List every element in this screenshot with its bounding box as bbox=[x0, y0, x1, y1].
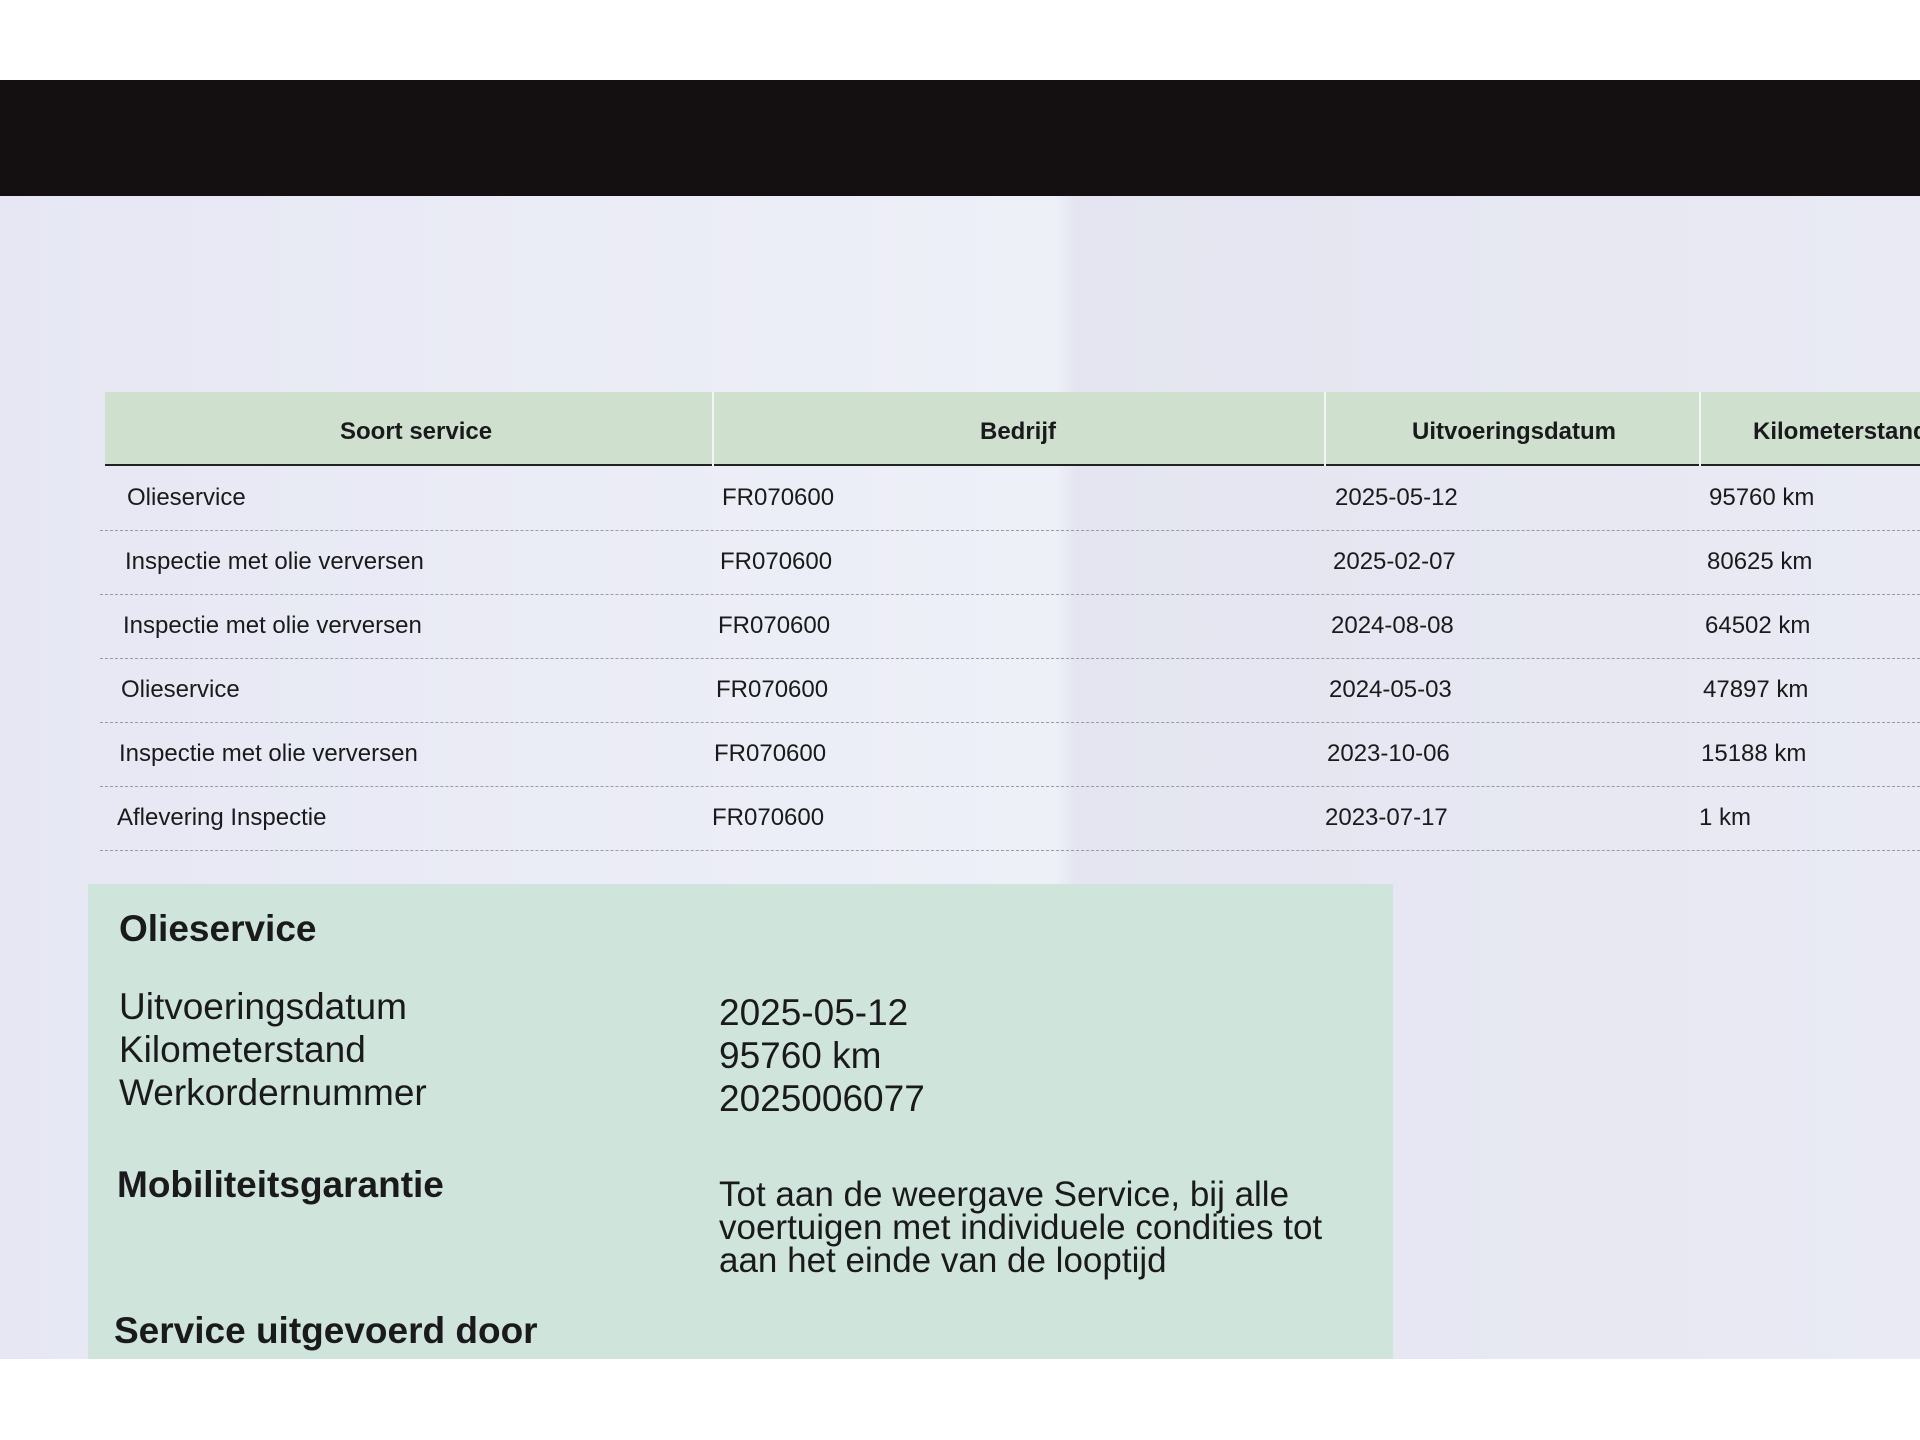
mobility-value: Tot aan de weergave Service, bij alle vo… bbox=[719, 1175, 1323, 1280]
column-divider bbox=[1699, 392, 1701, 466]
table-cell: 2025-05-12 bbox=[1335, 484, 1458, 511]
field-value: 2025006077 bbox=[719, 1078, 925, 1119]
table-header bbox=[105, 392, 1920, 466]
field-label: Uitvoeringsdatum bbox=[119, 986, 407, 1027]
table-cell: FR070600 bbox=[718, 612, 831, 639]
table-cell: 2024-05-03 bbox=[1329, 676, 1452, 703]
document: Soort service Bedrijf Uitvoeringsdatum K… bbox=[0, 196, 1920, 1359]
field-label: Kilometerstand bbox=[119, 1029, 366, 1070]
table-cell: Aflevering Inspectie bbox=[117, 804, 327, 831]
row-separator bbox=[100, 850, 1920, 851]
column-divider bbox=[1324, 392, 1326, 466]
table-cell: 15188 km bbox=[1701, 740, 1807, 767]
table-cell: 1 km bbox=[1699, 804, 1752, 831]
table-cell: 2023-10-06 bbox=[1327, 740, 1450, 767]
performed-by-label: Service uitgevoerd door bbox=[114, 1310, 538, 1351]
table-cell: 64502 km bbox=[1705, 612, 1811, 639]
table-cell: 2023-07-17 bbox=[1325, 804, 1448, 831]
detail-title: Olieservice bbox=[119, 908, 317, 949]
table-cell: FR070600 bbox=[714, 740, 827, 767]
table-cell: Inspectie met olie verversen bbox=[123, 612, 422, 639]
field-value: 95760 km bbox=[719, 1035, 882, 1076]
table-cell: 2025-02-07 bbox=[1333, 548, 1456, 575]
row-separator bbox=[100, 530, 1920, 531]
header-cell: Bedrijf bbox=[980, 418, 1057, 445]
row-separator bbox=[100, 722, 1920, 723]
field-value: 2025-05-12 bbox=[719, 992, 909, 1033]
detail-panel bbox=[88, 884, 1393, 1359]
mobility-label: Mobiliteitsgarantie bbox=[117, 1164, 444, 1205]
table-cell: FR070600 bbox=[712, 804, 825, 831]
row-separator bbox=[100, 786, 1920, 787]
table-cell: Olieservice bbox=[121, 676, 240, 703]
column-divider bbox=[712, 392, 714, 466]
table-cell: 80625 km bbox=[1707, 548, 1813, 575]
table-cell: Inspectie met olie verversen bbox=[119, 740, 418, 767]
table-cell: Olieservice bbox=[127, 484, 246, 511]
table-cell: Inspectie met olie verversen bbox=[125, 548, 424, 575]
table-cell: 47897 km bbox=[1703, 676, 1809, 703]
row-separator bbox=[100, 594, 1920, 595]
header-cell: Soort service bbox=[340, 418, 493, 445]
table-cell: 2024-08-08 bbox=[1331, 612, 1454, 639]
header-cell: Uitvoeringsdatum bbox=[1412, 418, 1617, 445]
field-label: Werkordernummer bbox=[119, 1072, 427, 1113]
row-separator bbox=[100, 658, 1920, 659]
header-cell: Kilometerstand bbox=[1753, 418, 1920, 445]
table-cell: FR070600 bbox=[716, 676, 829, 703]
table-cell: FR070600 bbox=[722, 484, 835, 511]
table-cell: 95760 km bbox=[1709, 484, 1815, 511]
table-cell: FR070600 bbox=[720, 548, 833, 575]
